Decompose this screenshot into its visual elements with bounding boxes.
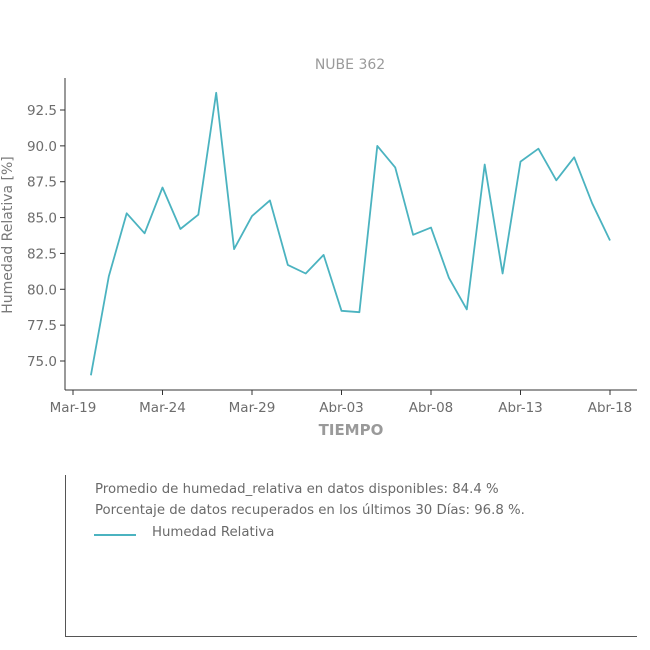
series-line-humedad-relativa [90,91,611,376]
x-tick-label: Abr-03 [319,400,364,416]
recovered-data-percentage-text: Porcentaje de datos recuperados en los ú… [95,503,525,518]
y-tick-label: 92.5 [27,103,57,119]
y-axis-ticks: 75.0 77.5 80.0 82.5 85.0 87.5 90.0 92.5 [27,103,65,370]
y-tick-label: 87.5 [27,175,57,191]
y-tick-label: 75.0 [27,354,57,370]
legend-swatch [94,534,136,536]
chart-axes [64,78,637,391]
y-tick-label: 77.5 [27,318,57,334]
x-tick-label: Mar-24 [139,400,186,416]
x-tick-label: Abr-08 [409,400,454,416]
x-tick-label: Abr-13 [498,400,543,416]
humidity-line-chart: NUBE 362 75.0 77.5 80.0 82.5 85.0 87.5 90.0 92.… [0,57,637,439]
chart-title: NUBE 362 [315,57,385,73]
x-axis-label: TIEMPO [319,421,384,439]
x-axis-ticks: Mar-19 Mar-24 Mar-29 Abr-03 Abr-08 Abr-13 Abr-… [50,390,633,416]
info-panel: Promedio de humedad_relativa en datos di… [65,475,637,637]
y-tick-label: 85.0 [27,211,57,227]
x-tick-label: Abr-18 [588,400,633,416]
y-tick-label: 82.5 [27,246,57,262]
x-tick-label: Mar-19 [50,400,97,416]
average-humidity-text: Promedio de humedad_relativa en datos di… [95,482,499,497]
y-tick-label: 80.0 [27,282,57,298]
x-tick-label: Mar-29 [229,400,276,416]
series-layer [90,91,611,376]
y-axis-label: Humedad Relativa [%] [0,156,16,314]
y-tick-label: 90.0 [27,139,57,155]
legend-label: Humedad Relativa [152,525,275,540]
